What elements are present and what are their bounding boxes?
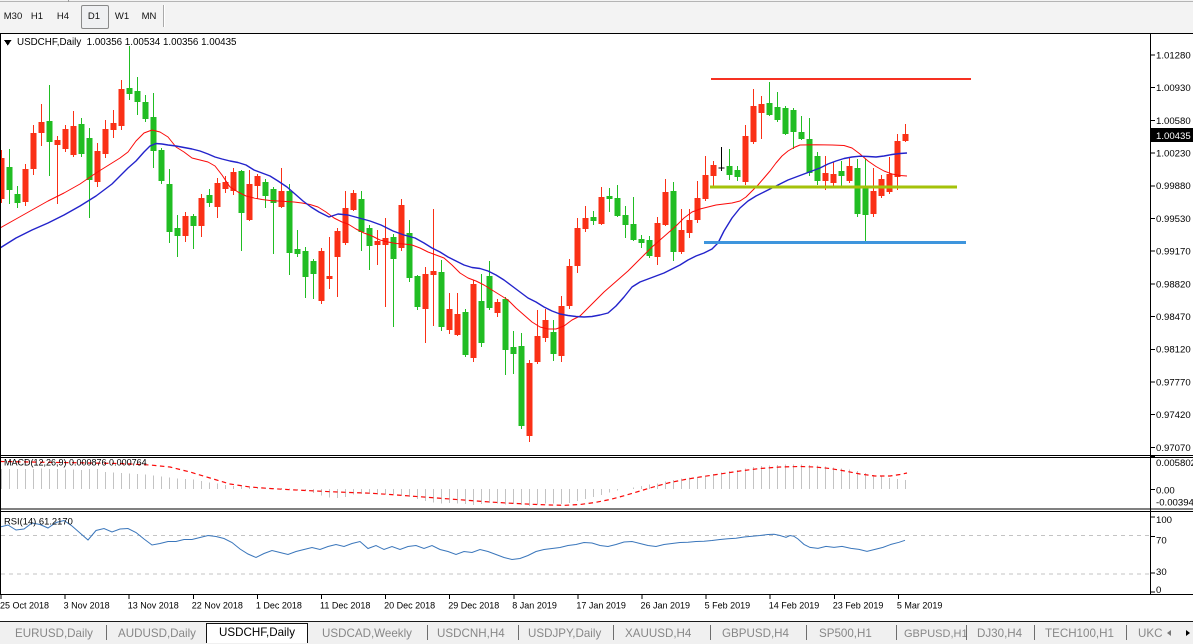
svg-text:0.99530: 0.99530 bbox=[1156, 214, 1191, 225]
svg-text:8 Jan 2019: 8 Jan 2019 bbox=[512, 601, 557, 611]
svg-text:0.98120: 0.98120 bbox=[1156, 345, 1191, 356]
svg-text:0.97420: 0.97420 bbox=[1156, 410, 1191, 421]
svg-text:1.00230: 1.00230 bbox=[1156, 149, 1191, 160]
svg-text:-0.0039455: -0.0039455 bbox=[1156, 498, 1193, 509]
svg-text:14 Feb 2019: 14 Feb 2019 bbox=[769, 601, 820, 611]
svg-text:0.99170: 0.99170 bbox=[1156, 247, 1191, 258]
svg-text:0.97070: 0.97070 bbox=[1156, 443, 1191, 454]
svg-text:0.00: 0.00 bbox=[1156, 486, 1175, 497]
svg-text:0.0058025: 0.0058025 bbox=[1156, 458, 1193, 469]
svg-text:1 Dec 2018: 1 Dec 2018 bbox=[256, 601, 302, 611]
svg-text:MACD(12,26,9) 0.000876 0.00076: MACD(12,26,9) 0.000876 0.000764 bbox=[4, 458, 147, 468]
svg-text:5 Feb 2019: 5 Feb 2019 bbox=[705, 601, 751, 611]
svg-text:1.01280: 1.01280 bbox=[1156, 50, 1191, 61]
svg-text:11 Dec 2018: 11 Dec 2018 bbox=[320, 601, 370, 611]
svg-text:3 Nov 2018: 3 Nov 2018 bbox=[64, 601, 110, 611]
svg-text:70: 70 bbox=[1156, 536, 1167, 547]
svg-text:29 Dec 2018: 29 Dec 2018 bbox=[448, 601, 499, 611]
svg-text:22 Nov 2018: 22 Nov 2018 bbox=[192, 601, 243, 611]
svg-text:1.00580: 1.00580 bbox=[1156, 116, 1191, 127]
svg-text:17 Jan 2019: 17 Jan 2019 bbox=[576, 601, 626, 611]
svg-text:30: 30 bbox=[1156, 567, 1167, 578]
svg-text:23 Feb 2019: 23 Feb 2019 bbox=[833, 601, 884, 611]
svg-text:26 Jan 2019: 26 Jan 2019 bbox=[641, 601, 691, 611]
svg-text:0.99880: 0.99880 bbox=[1156, 181, 1191, 192]
svg-text:13 Nov 2018: 13 Nov 2018 bbox=[128, 601, 179, 611]
svg-text:RSI(14) 61.2170: RSI(14) 61.2170 bbox=[4, 516, 73, 527]
svg-text:100: 100 bbox=[1156, 515, 1172, 526]
svg-text:25 Oct 2018: 25 Oct 2018 bbox=[0, 601, 49, 611]
svg-text:5 Mar 2019: 5 Mar 2019 bbox=[897, 601, 943, 611]
svg-text:USDCHF,Daily 1.00356 1.00534: USDCHF,Daily 1.00356 1.00534 1.00356 1.0… bbox=[17, 37, 237, 48]
svg-text:0.98470: 0.98470 bbox=[1156, 312, 1191, 323]
svg-text:1.00930: 1.00930 bbox=[1156, 83, 1191, 94]
svg-text:20 Dec 2018: 20 Dec 2018 bbox=[384, 601, 435, 611]
svg-text:0: 0 bbox=[1156, 585, 1161, 596]
svg-text:1.00435: 1.00435 bbox=[1156, 131, 1191, 142]
svg-text:0.98820: 0.98820 bbox=[1156, 279, 1191, 290]
svg-text:0.97770: 0.97770 bbox=[1156, 377, 1191, 388]
